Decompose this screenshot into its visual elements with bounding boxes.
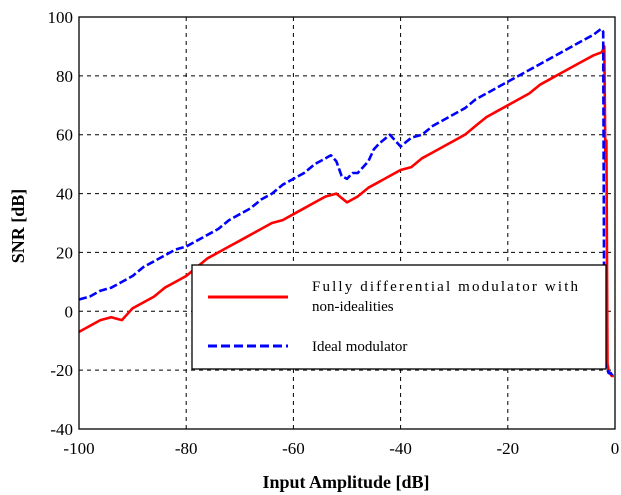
x-tick-label: -100 [63, 439, 94, 458]
x-tick-label: -60 [282, 439, 305, 458]
series-lines [78, 27, 614, 378]
y-axis-title: SNR [dB] [8, 189, 28, 264]
series-line-fully-differential [78, 45, 614, 378]
legend-box [191, 264, 607, 370]
legend-label-fully-differential-line1: Fully differential modulator with [312, 279, 579, 295]
y-tick-label: -40 [50, 420, 73, 439]
legend: Fully differential modulator with non-id… [191, 264, 607, 370]
y-tick-label: 0 [65, 302, 74, 321]
x-tick-label: -80 [175, 439, 198, 458]
x-tick-label: -20 [496, 439, 519, 458]
y-tick-label: 80 [56, 67, 73, 86]
plot-area-frame [78, 16, 616, 430]
legend-label-ideal: Ideal modulator [312, 339, 407, 355]
x-tick-label: -40 [389, 439, 412, 458]
y-tick-label: -20 [50, 361, 73, 380]
x-axis-title: Input Amplitude [dB] [262, 472, 429, 492]
y-tick-label: 20 [56, 243, 73, 262]
tick-labels: -100 -80 -60 -40 -20 0 -40 -20 0 20 40 60 80 100 [48, 8, 620, 458]
y-tick-label: 60 [56, 126, 73, 145]
y-tick-label: 100 [48, 8, 74, 27]
legend-label-fully-differential-line2: non-idealities [312, 299, 394, 315]
y-tick-label: 40 [56, 185, 73, 204]
series-line-ideal [78, 27, 614, 377]
x-tick-label: 0 [611, 439, 620, 458]
